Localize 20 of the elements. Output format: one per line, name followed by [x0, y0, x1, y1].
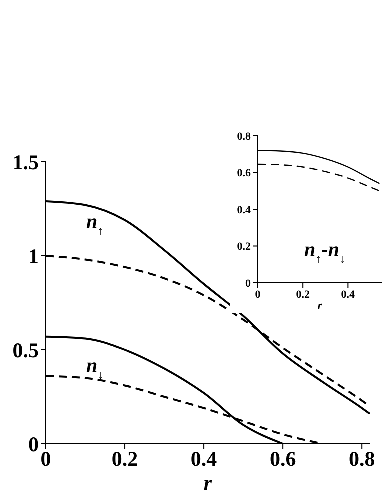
y-tick-label: 0.8: [237, 130, 252, 143]
x-tick-label: 0.4: [190, 446, 218, 471]
x-tick-label: 0.4: [341, 288, 356, 301]
y-tick-label: 0.4: [237, 204, 252, 216]
x-tick-label: 0: [255, 288, 262, 301]
y-tick-label: 0: [246, 278, 252, 290]
x-tick-label: 0.6: [270, 446, 296, 471]
x-tick-label: 0.8: [348, 446, 376, 471]
y-tick-label: 1: [28, 244, 39, 268]
x-tick-label: 0.2: [296, 288, 310, 301]
x-axis-title: r: [318, 300, 323, 312]
y-tick-label: 0.2: [237, 241, 252, 254]
x-axis-title: r: [204, 471, 213, 494]
annotation: n$_{↑}$-n$_{↓}$: [304, 239, 346, 266]
y-tick-label: 0.6: [237, 168, 252, 180]
x-tick-label: 0.2: [112, 446, 138, 471]
y-tick-label: 0.5: [12, 338, 39, 362]
y-tick-label: 1.5: [12, 150, 39, 174]
annotation: n$_{↓}$: [86, 355, 104, 382]
annotation: n$_{↑}$: [86, 211, 104, 238]
